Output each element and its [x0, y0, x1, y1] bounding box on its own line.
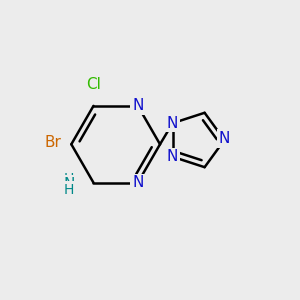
- Text: N: N: [167, 116, 178, 131]
- Text: Br: Br: [44, 135, 61, 150]
- Text: N: N: [132, 175, 143, 190]
- Text: N: N: [167, 149, 178, 164]
- Text: H: H: [64, 172, 74, 186]
- Text: N: N: [219, 131, 230, 146]
- Text: N: N: [64, 177, 75, 192]
- Text: H: H: [64, 183, 74, 197]
- Text: Cl: Cl: [86, 77, 101, 92]
- Text: N: N: [132, 98, 143, 113]
